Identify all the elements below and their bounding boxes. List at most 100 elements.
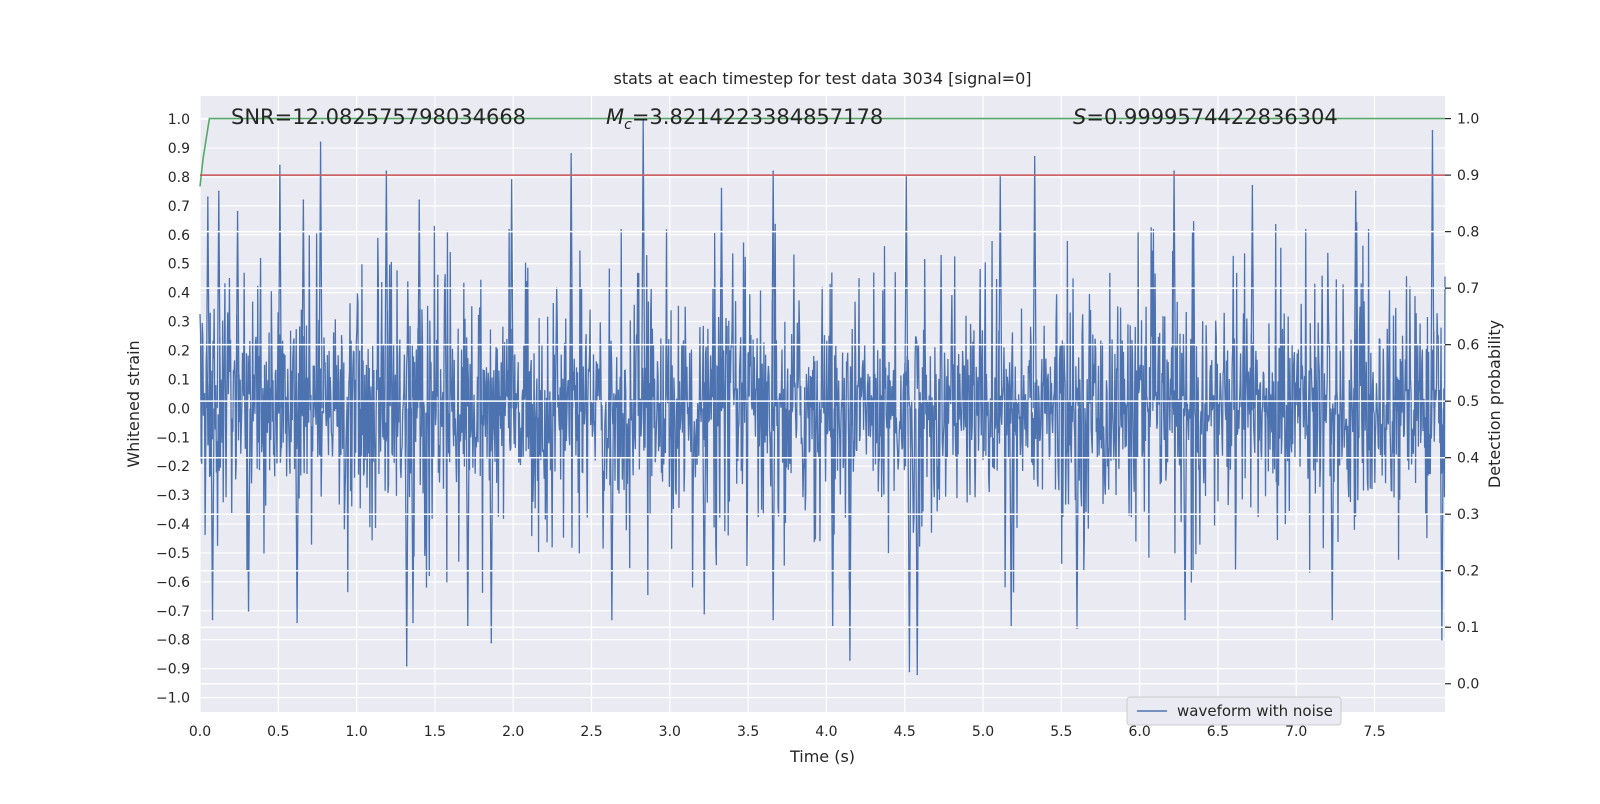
waveform-peak: [510, 179, 513, 181]
x-tick-label: 1.5: [424, 724, 446, 740]
y-tick-label: −0.8: [156, 633, 190, 649]
waveform-peak: [999, 176, 1002, 178]
waveform-trough: [849, 659, 851, 661]
y-tick-label: −0.2: [156, 459, 190, 475]
waveform-trough: [1010, 624, 1013, 627]
waveform-trough: [772, 618, 774, 621]
waveform-trough: [703, 612, 706, 615]
x-tick-label: 0.0: [189, 724, 211, 740]
waveform-trough: [831, 624, 834, 627]
y2-tick-label: 0.4: [1457, 451, 1479, 467]
waveform-trough: [1331, 618, 1334, 621]
y-tick-label: 1.0: [168, 112, 190, 128]
s-value: =0.9999574422836304: [1086, 105, 1337, 129]
waveform-trough: [466, 624, 469, 627]
waveform-trough: [412, 621, 414, 624]
x-tick-label: 7.0: [1285, 724, 1307, 740]
x-tick-label: 7.5: [1363, 724, 1385, 740]
chart-title: stats at each timestep for test data 303…: [613, 69, 1031, 88]
x-tick-label: 5.5: [1050, 724, 1072, 740]
waveform-peak: [772, 170, 774, 172]
y-tick-label: 0.3: [168, 315, 190, 331]
s-annotation: S=0.9999574422836304: [1073, 105, 1338, 129]
x-tick-label: 6.5: [1207, 724, 1229, 740]
waveform-trough: [405, 664, 408, 667]
y-tick-label: 0.5: [168, 257, 190, 273]
y-axis-title: Whitened strain: [124, 340, 143, 467]
chirp-mass-annotation: Mc=3.8214223384857178: [606, 105, 883, 133]
x-tick-label: 3.5: [737, 724, 759, 740]
waveform-peak: [905, 176, 908, 178]
waveform-peak: [720, 187, 723, 190]
y2-tick-label: 0.5: [1457, 394, 1479, 410]
waveform-trough: [296, 621, 298, 624]
detection-probability-line: [199, 117, 1445, 187]
waveform-peak: [418, 199, 421, 201]
y-tick-label: 0.2: [168, 343, 190, 359]
waveform-peak: [1354, 190, 1357, 193]
x-axis-title: Time (s): [789, 747, 855, 766]
waveform-peak: [236, 210, 239, 213]
x-tick-label: 5.0: [972, 724, 994, 740]
y2-tick-label: 0.8: [1457, 225, 1479, 241]
y2-tick-label: 0.3: [1457, 507, 1479, 523]
waveform-peak: [319, 141, 322, 144]
waveform-peak: [217, 190, 220, 193]
waveform-trough: [211, 618, 214, 621]
legend: waveform with noise: [1126, 696, 1342, 726]
y-tick-label: −1.0: [156, 691, 190, 707]
waveform-peak: [385, 170, 388, 172]
x-tick-label: 2.5: [580, 724, 602, 740]
plot-content: [199, 118, 1446, 676]
waveform-peak: [1431, 129, 1434, 132]
mc-value: =3.8214223384857178: [632, 105, 883, 129]
y-tick-label: −0.5: [156, 546, 190, 562]
waveform-peak: [570, 153, 572, 155]
x-tick-label: 4.5: [894, 724, 916, 740]
x-tick-label: 3.0: [659, 724, 681, 740]
x-tick-label: 6.0: [1128, 724, 1150, 740]
snr-annotation: SNR=12.082575798034668: [231, 105, 526, 129]
legend-label: waveform with noise: [1177, 702, 1333, 720]
y-tick-label: 0.8: [168, 170, 190, 186]
waveform-trough: [247, 609, 250, 612]
y-tick-label: 0.0: [168, 401, 190, 417]
y2-tick-label: 0.6: [1457, 338, 1479, 354]
waveform-trough: [1184, 618, 1186, 621]
waveform-trough: [490, 641, 493, 644]
y-tick-label: −0.3: [156, 488, 190, 504]
y-tick-label: −0.6: [156, 575, 190, 591]
y-tick-label: −0.4: [156, 517, 190, 533]
x-tick-label: 2.0: [502, 724, 524, 740]
s-symbol: S: [1073, 105, 1086, 129]
waveform-peak: [1251, 184, 1254, 187]
x-tick-label: 1.0: [345, 724, 367, 740]
waveform-line: [199, 221, 1446, 596]
y2-tick-label: 0.1: [1457, 620, 1479, 636]
y-tick-label: −0.7: [156, 604, 190, 620]
y2-axis-title: Detection probability: [1485, 320, 1504, 488]
waveform-trough: [916, 673, 919, 676]
waveform-peak: [279, 164, 281, 167]
waveform-peak: [302, 199, 305, 201]
waveform-trough: [611, 618, 613, 621]
x-tick-label: 0.5: [267, 724, 289, 740]
axes: 0.0 0.5 1.0 1.5 2.0 2.5 3.0 3.5 4.0 4.5 5.0 5.5 6.0 6…: [156, 112, 1479, 740]
y2-tick-label: 1.0: [1457, 112, 1479, 128]
waveform-peak: [207, 196, 209, 199]
probability-lines: [199, 117, 1445, 187]
y2-tick-label: 0.7: [1457, 281, 1479, 297]
y2-tick-label: 0.2: [1457, 564, 1479, 580]
waveform-trough: [908, 670, 911, 673]
y2-tick-label: 0.0: [1457, 677, 1479, 693]
y-tick-label: 0.4: [168, 286, 190, 302]
mc-subscript: c: [624, 117, 632, 133]
y-tick-label: 0.9: [168, 141, 190, 157]
x-tick-label: 4.0: [815, 724, 837, 740]
waveform-trough: [1441, 638, 1443, 641]
y-tick-label: −0.9: [156, 662, 190, 678]
y-tick-label: 0.6: [168, 228, 190, 244]
legend-box: [1126, 696, 1342, 726]
y2-tick-label: 0.9: [1457, 168, 1479, 184]
